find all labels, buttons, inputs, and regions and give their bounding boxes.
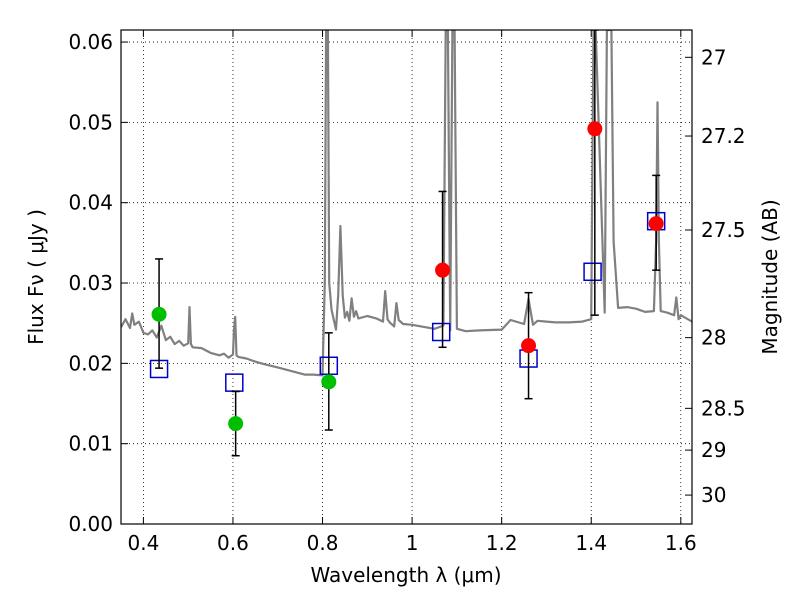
x-tick-label: 0.4 xyxy=(127,531,159,555)
x-axis: 0.4 0.6 0.8 1 1.2 1.4 1.6 xyxy=(127,30,697,555)
x-tick-label: 1.2 xyxy=(486,531,518,555)
plot-area xyxy=(121,30,692,457)
x-tick-label: 0.8 xyxy=(307,531,339,555)
green-data-point xyxy=(321,374,337,390)
y-axis: 0.00 0.01 0.02 0.03 0.04 0.05 0.06 xyxy=(68,30,128,536)
right-axis: 27 27.2 27.5 28 28.5 29 30 xyxy=(685,45,746,507)
model-flux-square xyxy=(583,262,602,282)
x-tick-label: 1.6 xyxy=(665,531,697,555)
model-spectrum-line xyxy=(121,30,692,377)
y-tick-label: 0.01 xyxy=(68,432,113,456)
right-tick-label: 29 xyxy=(701,438,726,462)
right-tick-label: 27 xyxy=(701,45,726,69)
x-axis-label: Wavelength λ (μm) xyxy=(310,563,501,587)
red-data-point xyxy=(435,262,451,278)
red-data-point xyxy=(521,338,537,354)
x-tick-label: 1.4 xyxy=(575,531,607,555)
green-data-point xyxy=(228,416,244,432)
red-data-point xyxy=(648,216,664,232)
x-tick-label: 0.6 xyxy=(217,531,249,555)
y-tick-label: 0.02 xyxy=(68,351,113,375)
y-tick-label: 0.05 xyxy=(68,110,113,134)
right-axis-label: Magnitude (AB) xyxy=(758,199,782,354)
plot-frame xyxy=(120,29,693,525)
right-tick-label: 27.5 xyxy=(701,218,746,242)
green-data-point xyxy=(151,306,167,322)
y-tick-label: 0.06 xyxy=(68,30,113,54)
y-tick-label: 0.04 xyxy=(68,191,113,215)
right-tick-label: 28 xyxy=(701,326,726,350)
x-tick-label: 1 xyxy=(406,531,419,555)
right-tick-label: 28.5 xyxy=(701,396,746,420)
y-axis-label: Flux Fν ( μJy ) xyxy=(24,209,48,345)
model-flux-square xyxy=(431,322,451,342)
red-data-point xyxy=(587,121,603,137)
y-tick-label: 0.03 xyxy=(68,271,113,295)
y-tick-label: 0.00 xyxy=(68,512,113,536)
right-tick-label: 30 xyxy=(701,483,726,507)
right-tick-label: 27.2 xyxy=(701,124,746,148)
